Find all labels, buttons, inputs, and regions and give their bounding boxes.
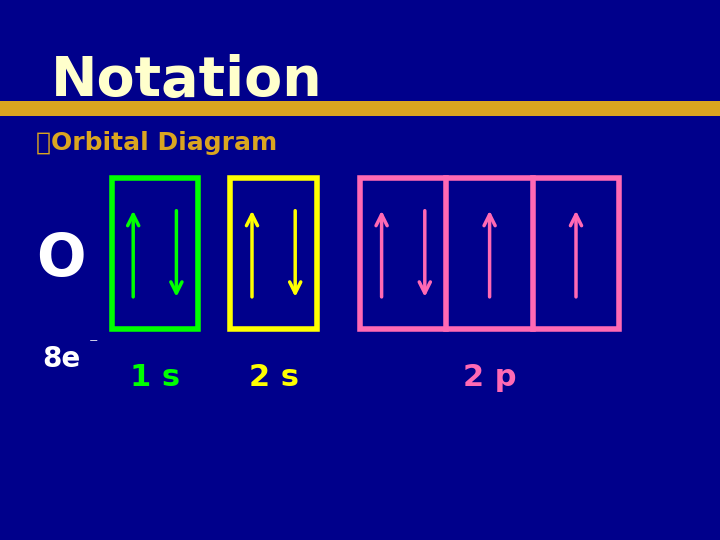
Text: 2 s: 2 s [248,363,299,393]
Bar [0,101,720,116]
Text: O: O [37,231,86,288]
Text: 1 s: 1 s [130,363,180,393]
Text: 2 p: 2 p [463,363,516,393]
Bar [230,178,317,329]
Text: ⁻: ⁻ [89,336,98,355]
Bar [112,178,198,329]
Text: Notation: Notation [50,54,322,108]
Bar [360,178,619,329]
Text: 8e: 8e [42,345,81,373]
Text: ⎈Orbital Diagram: ⎈Orbital Diagram [36,131,277,155]
